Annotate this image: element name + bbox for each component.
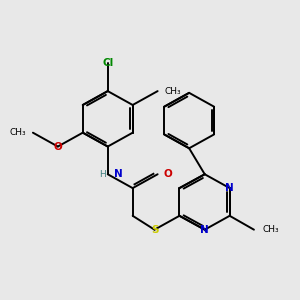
Text: N: N bbox=[200, 225, 209, 235]
Text: CH₃: CH₃ bbox=[9, 128, 26, 137]
Text: H: H bbox=[99, 170, 106, 179]
Text: O: O bbox=[53, 142, 62, 152]
Text: CH₃: CH₃ bbox=[262, 225, 279, 234]
Text: S: S bbox=[151, 225, 158, 235]
Text: Cl: Cl bbox=[102, 58, 113, 68]
Text: N: N bbox=[225, 183, 234, 193]
Text: CH₃: CH₃ bbox=[164, 87, 181, 96]
Text: O: O bbox=[164, 169, 172, 179]
Text: N: N bbox=[114, 169, 123, 179]
